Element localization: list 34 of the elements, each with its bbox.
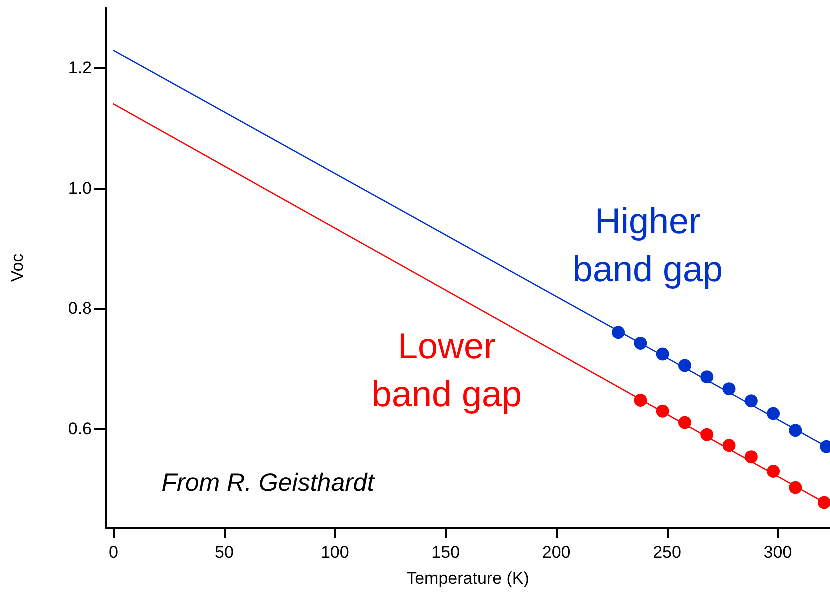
- x-tick-label: 0: [109, 543, 118, 562]
- point: [612, 326, 626, 340]
- x-tick-label: 250: [653, 543, 682, 562]
- x-tick-label: 200: [542, 543, 571, 562]
- x-axis-title: Temperature (K): [406, 569, 530, 588]
- x-tick-label: 100: [320, 543, 350, 562]
- x-tick-label: 50: [214, 543, 234, 562]
- x-tick-label: 300: [764, 543, 792, 562]
- annotation: Higher band gap: [572, 200, 724, 290]
- y-tick-label: 0.8: [68, 299, 92, 318]
- point: [678, 359, 692, 372]
- point: [722, 439, 736, 452]
- point: [678, 416, 692, 430]
- point: [818, 496, 830, 510]
- annotation: Lower band gap: [372, 326, 522, 414]
- y-tick-label: 1.0: [68, 178, 92, 198]
- y-tick-label: 0.6: [68, 419, 92, 438]
- point: [744, 394, 758, 408]
- annotation: From R. Geisthardt: [162, 469, 376, 497]
- point: [767, 464, 780, 478]
- y-axis-title: Voc: [8, 253, 27, 282]
- point: [634, 394, 648, 408]
- point: [656, 348, 670, 361]
- point: [656, 404, 670, 418]
- point: [789, 481, 802, 494]
- point: [767, 407, 780, 420]
- y-tick-label: 1.2: [68, 58, 92, 78]
- x-tick-label: 150: [432, 543, 460, 562]
- point: [722, 382, 736, 396]
- point: [789, 424, 802, 438]
- point: [744, 450, 758, 464]
- point: [700, 370, 714, 384]
- point: [700, 428, 714, 442]
- point: [634, 336, 648, 350]
